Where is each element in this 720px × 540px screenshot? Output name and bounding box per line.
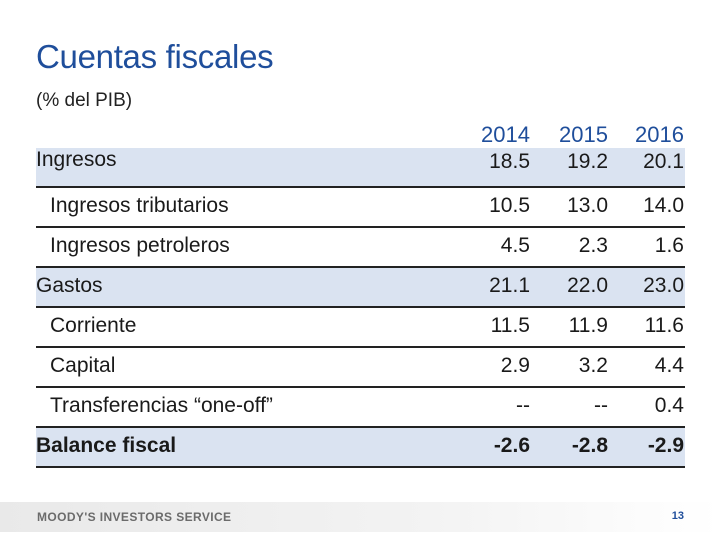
slide-title: Cuentas fiscales bbox=[36, 38, 274, 75]
row-label: Capital bbox=[50, 354, 116, 377]
table-row: Corriente 11.5 11.9 11.6 bbox=[36, 308, 685, 348]
row-value-2016: 14.0 bbox=[643, 194, 684, 217]
row-value-2014: 18.5 bbox=[489, 150, 530, 173]
year-header: 2014 2015 2016 bbox=[36, 122, 685, 148]
row-value-2015: -2.8 bbox=[571, 434, 608, 457]
row-value-2016: 1.6 bbox=[654, 234, 684, 257]
table-body: Ingresos 18.5 19.2 20.1 Ingresos tributarios… bbox=[36, 148, 685, 468]
row-value-2014: -- bbox=[516, 394, 530, 417]
year-header-2015: 2015 bbox=[559, 122, 608, 147]
table-row: Ingresos petroleros 4.5 2.3 1.6 bbox=[36, 228, 685, 268]
row-value-2015: 2.3 bbox=[578, 234, 608, 257]
row-value-2016: 20.1 bbox=[643, 150, 684, 173]
year-header-2014: 2014 bbox=[481, 122, 530, 147]
table-row: Capital 2.9 3.2 4.4 bbox=[36, 348, 685, 388]
row-label: Balance fiscal bbox=[36, 434, 177, 457]
page-number: 13 bbox=[671, 510, 684, 522]
row-value-2014: 10.5 bbox=[489, 194, 530, 217]
table-row: Gastos 21.1 22.0 23.0 bbox=[36, 268, 685, 308]
row-value-2016: 0.4 bbox=[654, 394, 684, 417]
row-value-2016: 4.4 bbox=[654, 354, 684, 377]
row-value-2016: 11.6 bbox=[644, 314, 684, 337]
row-value-2015: 19.2 bbox=[567, 150, 608, 173]
row-label: Corriente bbox=[50, 314, 137, 337]
row-value-2015: 11.9 bbox=[568, 314, 608, 337]
row-value-2016: 23.0 bbox=[643, 274, 684, 297]
row-label: Ingresos bbox=[36, 148, 117, 171]
row-value-2015: 13.0 bbox=[567, 194, 608, 217]
row-label: Transferencias “one-off” bbox=[50, 394, 273, 417]
row-value-2014: 21.1 bbox=[489, 274, 530, 297]
fiscal-table: 2014 2015 2016 Ingresos 18.5 19.2 20.1 Ingre… bbox=[36, 122, 685, 468]
row-value-2014: -2.6 bbox=[493, 434, 530, 457]
row-label: Ingresos tributarios bbox=[50, 194, 229, 217]
row-value-2014: 11.5 bbox=[490, 314, 530, 337]
row-value-2016: -2.9 bbox=[647, 434, 684, 457]
row-value-2015: 3.2 bbox=[578, 354, 608, 377]
row-value-2015: -- bbox=[594, 394, 608, 417]
year-header-2016: 2016 bbox=[635, 122, 684, 147]
table-row: Transferencias “one-off” -- -- 0.4 bbox=[36, 388, 685, 428]
row-value-2015: 22.0 bbox=[567, 274, 608, 297]
brand-logo-text: MOODY'S INVESTORS SERVICE bbox=[37, 510, 232, 524]
row-value-2014: 2.9 bbox=[500, 354, 530, 377]
row-label: Gastos bbox=[36, 274, 103, 297]
footer-bar: MOODY'S INVESTORS SERVICE 13 bbox=[0, 502, 720, 532]
row-value-2014: 4.5 bbox=[500, 234, 530, 257]
row-label: Ingresos petroleros bbox=[50, 234, 230, 257]
table-row: Balance fiscal -2.6 -2.8 -2.9 bbox=[36, 428, 685, 468]
table-row: Ingresos tributarios 10.5 13.0 14.0 bbox=[36, 188, 685, 228]
slide-subtitle: (% del PIB) bbox=[36, 90, 133, 111]
table-row: Ingresos 18.5 19.2 20.1 bbox=[36, 148, 685, 188]
